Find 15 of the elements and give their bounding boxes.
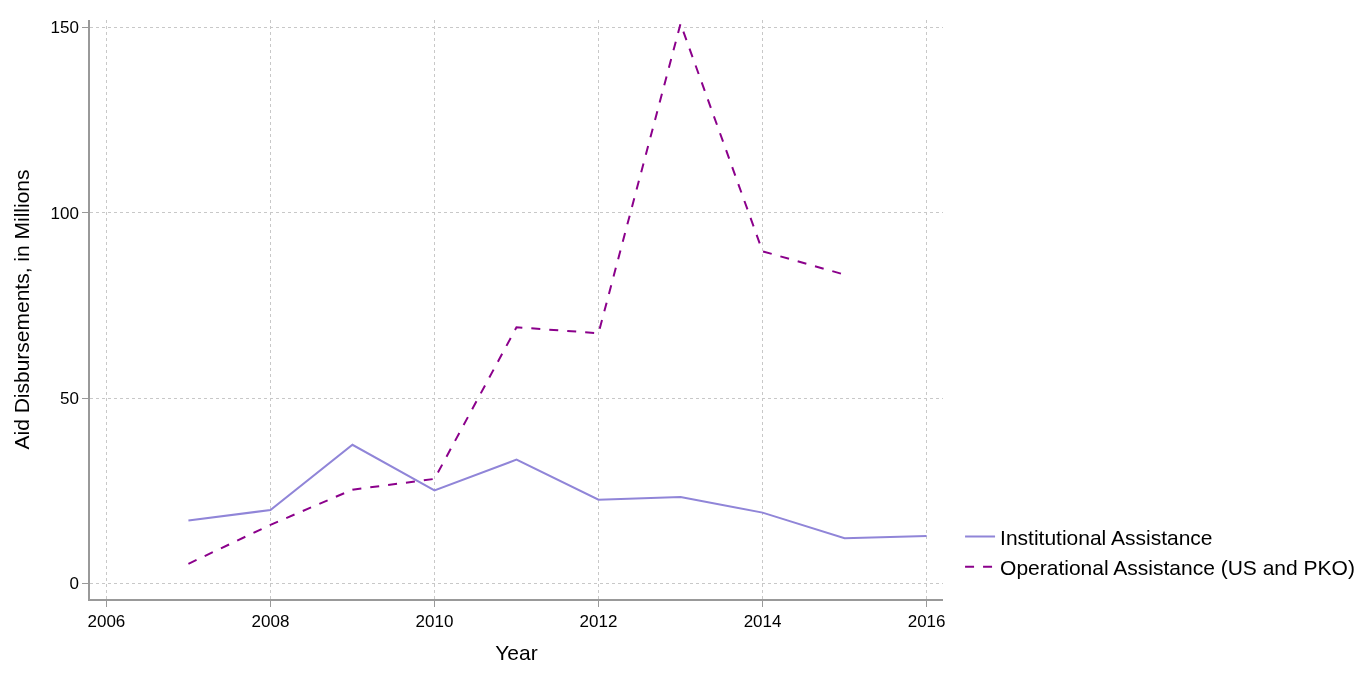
y-tick-label: 150 xyxy=(50,18,79,38)
x-tick-label: 2010 xyxy=(415,612,454,632)
y-tick-label: 100 xyxy=(50,203,79,223)
legend-label: Operational Assistance (US and PKO) xyxy=(1000,556,1355,580)
line-series xyxy=(187,443,928,540)
y-tick-label: 0 xyxy=(69,574,79,594)
y-tick-label: 50 xyxy=(59,389,79,409)
x-tick-label: 2006 xyxy=(87,612,126,632)
x-tick-label: 2008 xyxy=(251,612,290,632)
legend-label: Institutional Assistance xyxy=(1000,525,1213,549)
x-tick-label: 2016 xyxy=(907,612,946,632)
y-axis-title: Aid Disbursements, in Millions xyxy=(10,169,34,450)
x-tick-label: 2014 xyxy=(743,612,782,632)
x-tick-label: 2012 xyxy=(579,612,618,632)
x-axis-title: Year xyxy=(495,640,538,664)
